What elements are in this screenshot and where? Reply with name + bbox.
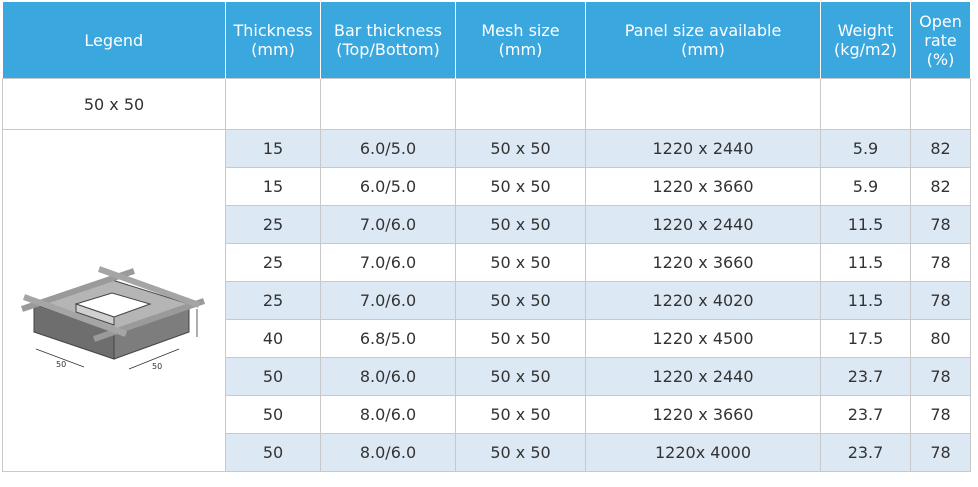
cell: 78 [910, 205, 971, 244]
cell: 82 [910, 167, 971, 206]
data-row: 50 50 15 6.0/5.0 50 x 50 1220 x 2440 5.9 82 [2, 129, 971, 472]
cell: 50 x 50 [455, 129, 586, 168]
cell: 78 [910, 433, 971, 472]
empty-cell [225, 78, 321, 130]
spec-table: Legend Thickness (mm) Bar thickness (Top/Bot… [2, 2, 971, 472]
column-header: Open rate (%) [910, 2, 971, 79]
cell: 7.0/6.0 [320, 243, 456, 282]
cell: 6.0/5.0 [320, 129, 456, 168]
cell: 82 [910, 129, 971, 168]
cell: 1220 x 3660 [585, 167, 821, 206]
empty-cell [820, 78, 911, 130]
cell: 1220x 4000 [585, 433, 821, 472]
cell: 78 [910, 243, 971, 282]
data-row: 25 7.0/6.0 50 x 50 1220 x 2440 11.5 78 [3, 205, 971, 244]
cell: 80 [910, 319, 971, 358]
cell: 1220 x 2440 [585, 205, 821, 244]
dimension-label: 50 [152, 362, 162, 371]
cell: 1220 x 2440 [585, 129, 821, 168]
column-header: Panel size available (mm) [585, 2, 821, 79]
cell: 8.0/6.0 [320, 357, 456, 396]
cell: 11.5 [820, 205, 911, 244]
cell: 50 x 50 [455, 167, 586, 206]
header-text: rate [924, 30, 957, 50]
empty-cell [455, 78, 586, 130]
dimension-label: 50 [56, 360, 66, 369]
group-row: 50 x 50 [2, 78, 971, 130]
cell: 8.0/6.0 [320, 433, 456, 472]
cell: 78 [910, 357, 971, 396]
header-text: (%) [926, 49, 955, 69]
cell: 11.5 [820, 243, 911, 282]
cell: 50 x 50 [455, 433, 586, 472]
header-text: Bar thickness [333, 21, 443, 40]
empty-cell [320, 78, 456, 130]
cell: 11.5 [820, 281, 911, 320]
cell: 40 [225, 319, 321, 358]
legend-cell: 50 50 [2, 129, 226, 472]
column-header: Mesh size (mm) [455, 2, 586, 79]
cell: 5.9 [820, 129, 911, 168]
header-text: Mesh size [481, 21, 560, 40]
data-row: 50 8.0/6.0 50 x 50 1220x 4000 23.7 78 [3, 433, 971, 472]
header-text: (kg/m2) [833, 40, 898, 59]
cell: 7.0/6.0 [320, 205, 456, 244]
cell: 50 x 50 [455, 205, 586, 244]
column-header: Bar thickness (Top/Bottom) [320, 2, 456, 79]
cell: 50 [225, 395, 321, 434]
cell: 23.7 [820, 395, 911, 434]
cell: 50 x 50 [455, 357, 586, 396]
cell: 25 [225, 205, 321, 244]
header-text: Open [919, 11, 962, 31]
cell: 78 [910, 395, 971, 434]
column-header: Legend [2, 2, 226, 79]
cell: 6.0/5.0 [320, 167, 456, 206]
cell: 7.0/6.0 [320, 281, 456, 320]
cell: 50 x 50 [455, 395, 586, 434]
header-text: (mm) [498, 40, 543, 59]
column-header: Thickness (mm) [225, 2, 321, 79]
header-row: Legend Thickness (mm) Bar thickness (Top/Bot… [2, 2, 971, 79]
cell: 78 [910, 281, 971, 320]
header-text: Weight [837, 21, 894, 40]
data-row: 15 6.0/5.0 50 x 50 1220 x 3660 5.9 82 [3, 167, 971, 206]
cell: 6.8/5.0 [320, 319, 456, 358]
cell: 50 [225, 433, 321, 472]
data-row: 25 7.0/6.0 50 x 50 1220 x 4020 11.5 78 [3, 281, 971, 320]
cell: 1220 x 2440 [585, 357, 821, 396]
header-text: Legend [84, 30, 144, 50]
cell: 15 [225, 167, 321, 206]
grating-illustration: 50 50 [21, 265, 205, 371]
cell: 50 x 50 [455, 243, 586, 282]
data-row: 40 6.8/5.0 50 x 50 1220 x 4500 17.5 80 [3, 319, 971, 358]
header-text: Panel size available [624, 21, 782, 40]
empty-cell [910, 78, 971, 130]
cell: 15 [225, 129, 321, 168]
cell: 25 [225, 243, 321, 282]
cell: 50 [225, 357, 321, 396]
cell: 1220 x 4500 [585, 319, 821, 358]
header-text: (mm) [681, 40, 725, 59]
group-label: 50 x 50 [2, 78, 226, 130]
cell: 1220 x 3660 [585, 243, 821, 282]
cell: 25 [225, 281, 321, 320]
cell: 1220 x 3660 [585, 395, 821, 434]
data-row: 50 8.0/6.0 50 x 50 1220 x 3660 23.7 78 [3, 395, 971, 434]
cell: 1220 x 4020 [585, 281, 821, 320]
cell: 50 x 50 [455, 319, 586, 358]
header-text: (Top/Bottom) [336, 40, 440, 59]
column-header: Weight (kg/m2) [820, 2, 911, 79]
cell: 23.7 [820, 433, 911, 472]
cell: 50 x 50 [455, 281, 586, 320]
header-text: (mm) [251, 40, 295, 59]
cell: 5.9 [820, 167, 911, 206]
cell: 23.7 [820, 357, 911, 396]
cell: 8.0/6.0 [320, 395, 456, 434]
header-text: Thickness [233, 21, 313, 40]
cell: 17.5 [820, 319, 911, 358]
empty-cell [585, 78, 821, 130]
